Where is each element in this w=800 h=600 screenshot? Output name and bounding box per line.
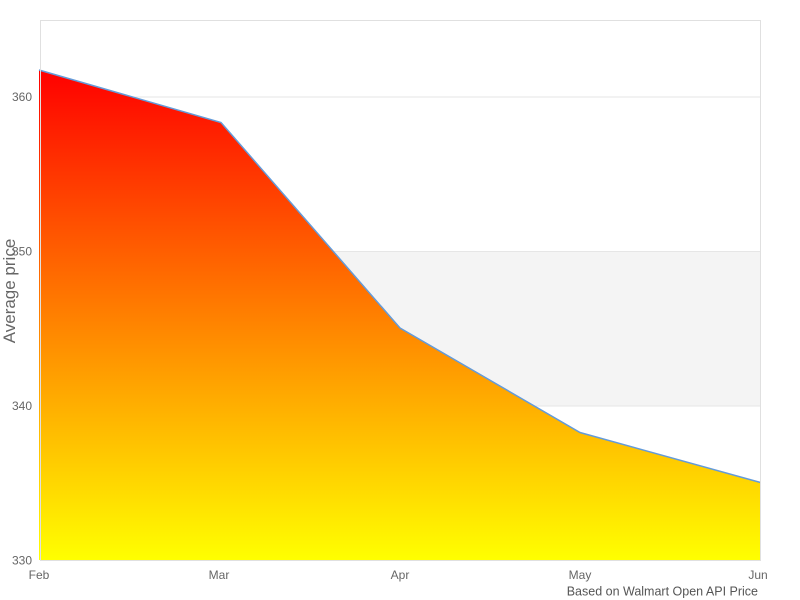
svg-text:330: 330 [12, 554, 32, 568]
svg-text:Jun: Jun [748, 568, 767, 582]
svg-text:350: 350 [12, 245, 32, 259]
svg-text:360: 360 [12, 90, 32, 104]
svg-text:Average price: Average price [0, 239, 19, 344]
svg-text:May: May [569, 568, 592, 582]
svg-text:Feb: Feb [29, 568, 50, 582]
svg-text:Mar: Mar [209, 568, 230, 582]
svg-text:Apr: Apr [391, 568, 410, 582]
svg-text:340: 340 [12, 399, 32, 413]
svg-text:Based on Walmart Open API Pric: Based on Walmart Open API Price [567, 584, 758, 598]
